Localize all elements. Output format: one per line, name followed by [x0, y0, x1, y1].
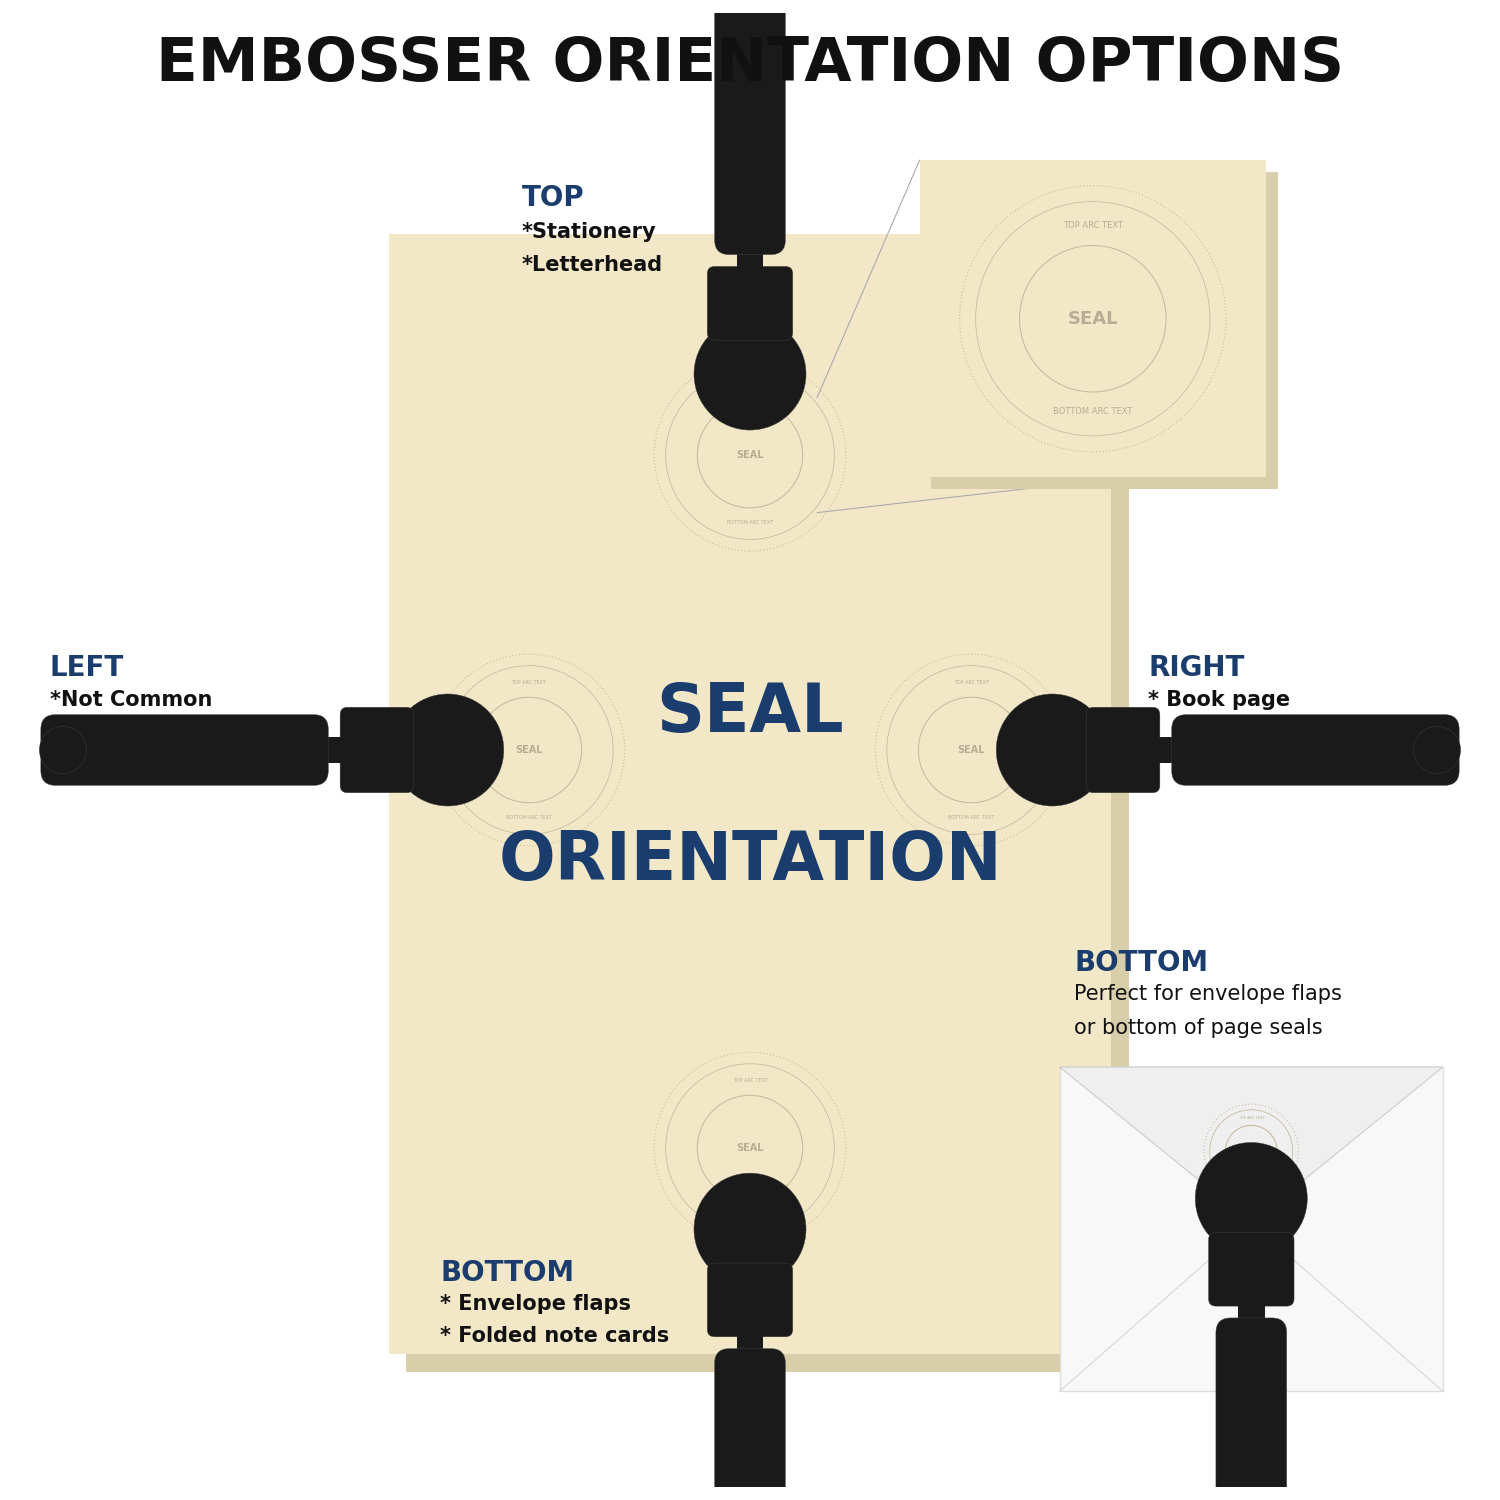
- FancyBboxPatch shape: [1152, 736, 1190, 764]
- FancyBboxPatch shape: [1172, 714, 1460, 786]
- Circle shape: [996, 694, 1108, 806]
- Text: BOTTOM ARC TEXT: BOTTOM ARC TEXT: [1053, 408, 1132, 417]
- Text: LEFT: LEFT: [50, 654, 124, 682]
- FancyBboxPatch shape: [1059, 1066, 1443, 1392]
- Text: EMBOSSER ORIENTATION OPTIONS: EMBOSSER ORIENTATION OPTIONS: [156, 34, 1344, 94]
- FancyBboxPatch shape: [706, 267, 794, 340]
- FancyBboxPatch shape: [736, 237, 764, 274]
- FancyBboxPatch shape: [706, 1263, 794, 1336]
- Text: SEAL: SEAL: [736, 450, 764, 460]
- FancyBboxPatch shape: [310, 736, 348, 764]
- FancyBboxPatch shape: [714, 0, 786, 255]
- Circle shape: [1413, 726, 1461, 774]
- FancyBboxPatch shape: [1238, 1299, 1264, 1335]
- Text: *Letterhead: *Letterhead: [522, 255, 663, 274]
- Polygon shape: [1059, 1066, 1443, 1222]
- Text: BOTTOM ARC TEXT: BOTTOM ARC TEXT: [506, 815, 552, 819]
- Text: * Envelope flaps: * Envelope flaps: [441, 1294, 632, 1314]
- Text: BOTTOM ARC TEXT: BOTTOM ARC TEXT: [728, 1212, 772, 1218]
- FancyBboxPatch shape: [932, 172, 1278, 489]
- FancyBboxPatch shape: [1216, 1318, 1287, 1500]
- Text: BOTTOM: BOTTOM: [1074, 950, 1209, 976]
- FancyBboxPatch shape: [340, 706, 414, 794]
- Text: SEAL: SEAL: [736, 1143, 764, 1154]
- Text: BOTTOM ARC TEXT: BOTTOM ARC TEXT: [948, 815, 994, 819]
- Text: RIGHT: RIGHT: [1148, 654, 1245, 682]
- Circle shape: [39, 726, 87, 774]
- Text: TOP: TOP: [522, 184, 584, 211]
- Text: *Not Common: *Not Common: [50, 690, 211, 709]
- Text: TOP ARC TEXT: TOP ARC TEXT: [1239, 1116, 1264, 1120]
- FancyBboxPatch shape: [736, 1329, 764, 1366]
- FancyBboxPatch shape: [1086, 706, 1160, 794]
- Circle shape: [694, 318, 806, 430]
- Circle shape: [694, 1173, 806, 1286]
- Circle shape: [1196, 1143, 1308, 1254]
- FancyBboxPatch shape: [1209, 1233, 1294, 1306]
- Text: Perfect for envelope flaps: Perfect for envelope flaps: [1074, 984, 1342, 1005]
- Text: TOP ARC TEXT: TOP ARC TEXT: [954, 681, 988, 686]
- Text: *Stationery: *Stationery: [522, 222, 656, 242]
- Text: SEAL: SEAL: [514, 746, 543, 754]
- Text: or bottom of page seals: or bottom of page seals: [1074, 1019, 1323, 1038]
- Text: BOTTOM ARC TEXT: BOTTOM ARC TEXT: [728, 519, 772, 525]
- Text: TOP ARC TEXT: TOP ARC TEXT: [512, 681, 546, 686]
- Text: TOP ARC TEXT: TOP ARC TEXT: [732, 386, 768, 390]
- Circle shape: [392, 694, 504, 806]
- FancyBboxPatch shape: [714, 1348, 786, 1500]
- Text: SEAL: SEAL: [1244, 1149, 1258, 1154]
- FancyBboxPatch shape: [388, 234, 1112, 1354]
- Text: TOP ARC TEXT: TOP ARC TEXT: [732, 1078, 768, 1083]
- Text: BOTTOM: BOTTOM: [441, 1258, 574, 1287]
- Text: TOP ARC TEXT: TOP ARC TEXT: [1064, 220, 1124, 230]
- Text: ORIENTATION: ORIENTATION: [498, 828, 1002, 894]
- FancyBboxPatch shape: [40, 714, 328, 786]
- FancyBboxPatch shape: [920, 160, 1266, 477]
- Text: SEAL: SEAL: [1068, 309, 1118, 327]
- FancyBboxPatch shape: [406, 252, 1130, 1372]
- Text: SEAL: SEAL: [656, 680, 844, 746]
- Text: * Book page: * Book page: [1148, 690, 1290, 709]
- Circle shape: [726, 0, 774, 13]
- Text: BOTTOM ARC TEXT: BOTTOM ARC TEXT: [1234, 1182, 1268, 1186]
- Text: * Folded note cards: * Folded note cards: [441, 1326, 669, 1347]
- Text: SEAL: SEAL: [957, 746, 986, 754]
